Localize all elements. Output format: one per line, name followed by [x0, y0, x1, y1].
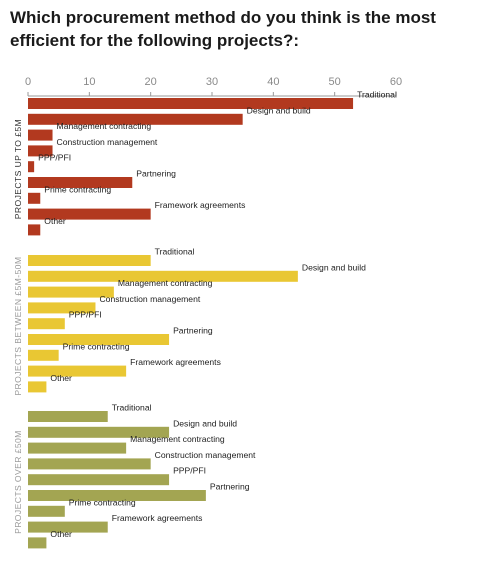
bar-group: Traditional Design and build Management co… — [13, 247, 366, 396]
bar — [28, 286, 114, 298]
bar — [28, 270, 298, 282]
bar — [28, 177, 133, 188]
bar-label: Construction management — [155, 450, 256, 460]
bar-group: Traditional Design and build Management co… — [13, 403, 256, 549]
bar-label: Prime contracting — [69, 497, 136, 507]
bar-label: Traditional — [357, 90, 397, 100]
group-label: PROJECTS UP TO £5M — [13, 119, 23, 219]
bar-label: Framework agreements — [155, 200, 246, 210]
bar-label: PPP/PFI — [69, 310, 102, 320]
bar — [28, 442, 127, 454]
bar — [28, 113, 243, 125]
bar-label: Construction management — [99, 294, 200, 304]
bar-label: Other — [50, 529, 72, 539]
bar-label: Prime contracting — [63, 341, 130, 351]
bar — [28, 474, 170, 486]
bar-label: Traditional — [112, 403, 152, 413]
x-tick-label: 50 — [329, 76, 341, 88]
bar-label: Management contracting — [118, 278, 213, 288]
bar — [28, 349, 59, 361]
bar-label: Management contracting — [57, 121, 152, 131]
bar — [28, 426, 170, 438]
x-tick-label: 60 — [390, 76, 402, 88]
x-tick-label: 40 — [267, 76, 279, 88]
bar-label: Design and build — [302, 262, 366, 272]
bar-label: Traditional — [155, 247, 195, 257]
bar-group: Traditional Design and build Management co… — [13, 90, 397, 236]
bar-label: Construction management — [57, 137, 158, 147]
bar-label: Other — [50, 373, 72, 383]
bar — [28, 381, 47, 393]
x-tick-label: 0 — [25, 76, 31, 88]
bar — [28, 145, 53, 157]
x-axis: 0 10 20 30 40 50 60 — [25, 76, 402, 97]
bar — [28, 318, 65, 330]
bar-label: Partnering — [210, 482, 250, 492]
bar — [28, 224, 41, 236]
bar-label: Partnering — [173, 326, 213, 336]
bar — [28, 302, 96, 314]
bar-label: Partnering — [136, 169, 176, 179]
bar — [28, 411, 108, 422]
bar-groups: Traditional Design and build Management co… — [13, 90, 397, 549]
bar — [28, 98, 354, 109]
bar — [28, 490, 206, 501]
group-label: PROJECTS BETWEEN £5M-50M — [13, 257, 23, 396]
bar — [28, 458, 151, 470]
bar-label: PPP/PFI — [173, 466, 206, 476]
x-tick-label: 10 — [83, 76, 95, 88]
bar-label: Framework agreements — [130, 357, 221, 367]
bar-label: Design and build — [247, 105, 311, 115]
group-label: PROJECTS OVER £50M — [13, 430, 23, 534]
bar-label: Other — [44, 216, 66, 226]
x-tick-label: 20 — [145, 76, 157, 88]
bar — [28, 365, 127, 377]
bar-label: Framework agreements — [112, 513, 203, 523]
bar-label: PPP/PFI — [38, 153, 71, 163]
bar-label: Prime contracting — [44, 184, 111, 194]
bar — [28, 255, 151, 266]
bar — [28, 521, 108, 533]
bar — [28, 161, 35, 173]
chart-title: Which procurement method do you think is… — [10, 8, 436, 50]
bar — [28, 192, 41, 204]
bar — [28, 505, 65, 517]
bar — [28, 129, 53, 141]
bar-label: Management contracting — [130, 434, 225, 444]
bar — [28, 208, 151, 220]
bar-label: Design and build — [173, 418, 237, 428]
x-tick-label: 30 — [206, 76, 218, 88]
bar — [28, 537, 47, 549]
bar — [28, 334, 170, 345]
